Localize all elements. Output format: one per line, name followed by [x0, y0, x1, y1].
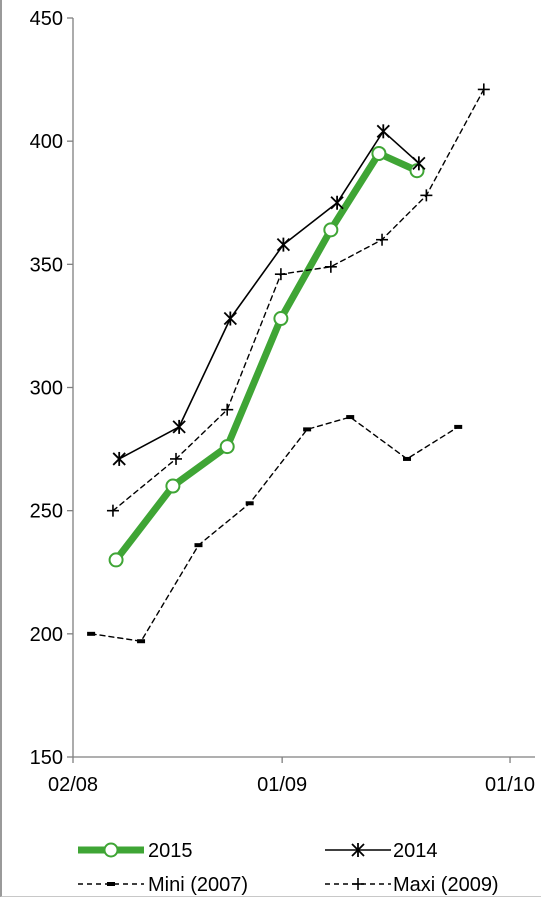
y-tick-label: 150 [30, 747, 63, 769]
legend-item: Maxi (2009) [325, 874, 499, 896]
data-point [403, 456, 412, 461]
series-maxi-2009 [106, 83, 490, 517]
y-tick-label: 400 [30, 131, 63, 153]
legend-marker [107, 882, 115, 886]
legend-item: 2015 [78, 840, 193, 862]
legend-label: Mini (2007) [148, 874, 248, 896]
data-point [221, 403, 234, 416]
axes: 150 200 250 300 350 400 450 02/08 01/09 01/10 [30, 8, 535, 796]
y-tick-label: 350 [30, 254, 63, 276]
series-2014 [112, 124, 426, 466]
data-point [346, 415, 355, 420]
data-point [330, 195, 344, 210]
data-point [303, 427, 312, 432]
series-mini-2007 [87, 415, 463, 644]
data-point [219, 439, 235, 455]
data-point [223, 311, 237, 326]
data-point [420, 189, 433, 202]
y-tick-label: 200 [30, 624, 63, 646]
data-point [454, 424, 463, 429]
legend-marker [103, 842, 119, 858]
series-2015 [108, 145, 425, 568]
legend-item: 2014 [325, 840, 438, 862]
legend-label: 2015 [148, 840, 193, 862]
data-point [165, 478, 181, 494]
legend-label: 2014 [393, 840, 438, 862]
series-line [112, 88, 485, 512]
data-point [274, 268, 287, 281]
y-tick-label: 300 [30, 378, 63, 400]
data-point [323, 222, 339, 238]
data-point [324, 260, 337, 273]
data-point [477, 83, 490, 96]
legend-item: Mini (2007) [78, 874, 248, 896]
data-point [87, 631, 96, 636]
data-point [412, 156, 426, 171]
legend-marker [351, 843, 365, 857]
legend-label: Maxi (2009) [393, 874, 499, 896]
data-point [108, 552, 124, 568]
series-line [112, 150, 421, 564]
data-point [112, 451, 126, 466]
y-tick-label: 250 [30, 501, 63, 523]
data-point [276, 237, 291, 252]
data-point [273, 311, 289, 327]
y-tick-label: 450 [30, 8, 63, 30]
data-point [172, 419, 186, 434]
x-tick-label: 01/10 [485, 774, 535, 796]
x-tick-label: 01/09 [257, 774, 307, 796]
data-point [137, 639, 146, 644]
data-point [170, 452, 183, 465]
series-line [118, 130, 420, 460]
series-line [90, 416, 459, 642]
data-point [245, 501, 254, 506]
data-point [371, 145, 387, 161]
x-tick-label: 02/08 [48, 774, 98, 796]
data-point [376, 124, 390, 139]
legend: 2015 2014 Mini (2007) Maxi (2009) [78, 840, 499, 896]
data-point [194, 543, 203, 548]
legend-marker [352, 878, 364, 890]
data-point [106, 504, 119, 517]
data-point [376, 233, 389, 246]
series-layer [87, 83, 490, 644]
